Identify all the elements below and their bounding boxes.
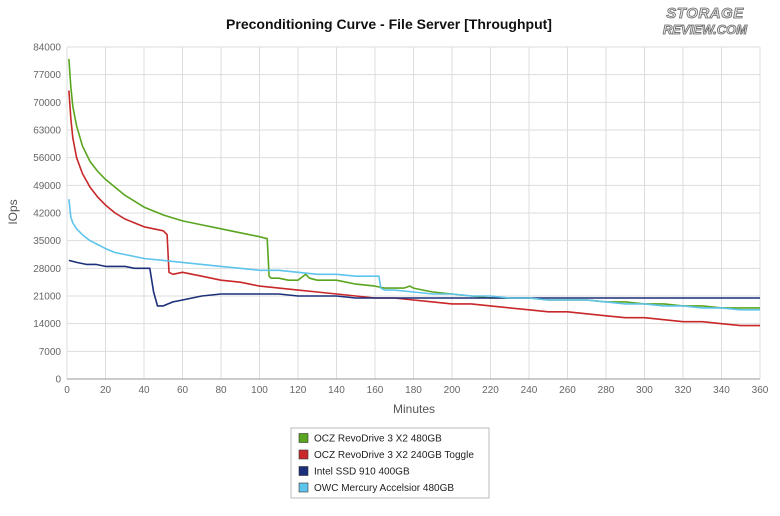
y-tick-label: 77000 (33, 70, 61, 81)
y-tick-label: 35000 (33, 236, 61, 247)
series-line-4 (68, 199, 760, 311)
x-tick-label: 0 (64, 385, 70, 396)
legend: OCZ RevoDrive 3 X2 480GB OCZ RevoDrive 3 … (290, 427, 490, 499)
y-tick-label: 0 (55, 375, 61, 386)
x-tick-label: 200 (444, 385, 461, 396)
grid (66, 46, 761, 380)
y-tick-label: 49000 (33, 181, 61, 192)
legend-swatch-2 (298, 449, 309, 460)
series-lines (68, 58, 760, 327)
x-tick-label: 80 (215, 385, 227, 396)
legend-label-3: Intel SSD 910 400GB (314, 467, 410, 478)
chart-title: Preconditioning Curve - File Server [Thr… (226, 16, 552, 32)
x-tick-label: 240 (521, 385, 538, 396)
x-tick-label: 300 (636, 385, 653, 396)
x-tick-label: 160 (367, 385, 384, 396)
x-tick-label: 120 (290, 385, 307, 396)
legend-label-4: OWC Mercury Accelsior 480GB (314, 483, 454, 494)
x-axis-label: Minutes (393, 402, 435, 416)
y-tick-label: 7000 (39, 347, 62, 358)
y-tick-label: 14000 (33, 319, 61, 330)
legend-label-1: OCZ RevoDrive 3 X2 480GB (314, 434, 442, 445)
storage-review-logo: STORAGE REVIEW.COM (662, 5, 748, 38)
x-tick-labels: 0 20 40 60 80 100 120 140 160 180 200 220 240 260 280 3… (64, 385, 769, 396)
y-tick-label: 84000 (33, 43, 61, 54)
logo-line1: STORAGE (666, 5, 744, 22)
logo-line2: REVIEW.COM (663, 22, 748, 37)
x-tick-label: 260 (559, 385, 576, 396)
x-tick-label: 180 (405, 385, 422, 396)
series-line-3 (68, 259, 760, 307)
x-tick-label: 340 (713, 385, 730, 396)
y-axis-label: IOps (6, 199, 20, 224)
legend-label-2: OCZ RevoDrive 3 X2 240GB Toggle (314, 450, 474, 461)
x-tick-label: 60 (177, 385, 189, 396)
x-tick-label: 140 (328, 385, 345, 396)
legend-swatch-4 (298, 482, 309, 493)
legend-swatch-1 (298, 433, 309, 443)
y-tick-label: 70000 (33, 98, 61, 109)
series-line-2 (68, 90, 760, 327)
y-tick-label: 28000 (33, 264, 61, 275)
x-tick-label: 100 (251, 385, 268, 396)
legend-swatch-3 (298, 466, 309, 476)
series-line-1 (68, 58, 760, 309)
x-tick-label: 220 (482, 385, 499, 396)
y-tick-label: 63000 (33, 126, 61, 137)
x-tick-label: 40 (138, 385, 150, 396)
legend-box (290, 427, 490, 499)
y-tick-label: 42000 (33, 209, 61, 220)
x-tick-label: 320 (675, 385, 692, 396)
x-tick-label: 20 (100, 385, 112, 396)
y-tick-labels: 0 7000 14000 21000 28000 35000 42000 49000 56000… (33, 43, 61, 386)
x-tick-label: 280 (598, 385, 615, 396)
y-tick-label: 21000 (33, 292, 61, 303)
y-tick-label: 56000 (33, 153, 61, 164)
x-tick-label: 360 (752, 385, 769, 396)
